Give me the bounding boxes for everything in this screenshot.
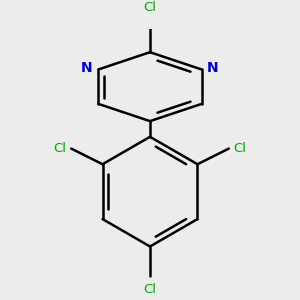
- Text: Cl: Cl: [53, 142, 67, 155]
- Text: N: N: [81, 61, 93, 75]
- Text: N: N: [207, 61, 219, 75]
- Text: Cl: Cl: [143, 1, 157, 14]
- Text: Cl: Cl: [233, 142, 247, 155]
- Text: Cl: Cl: [143, 283, 157, 296]
